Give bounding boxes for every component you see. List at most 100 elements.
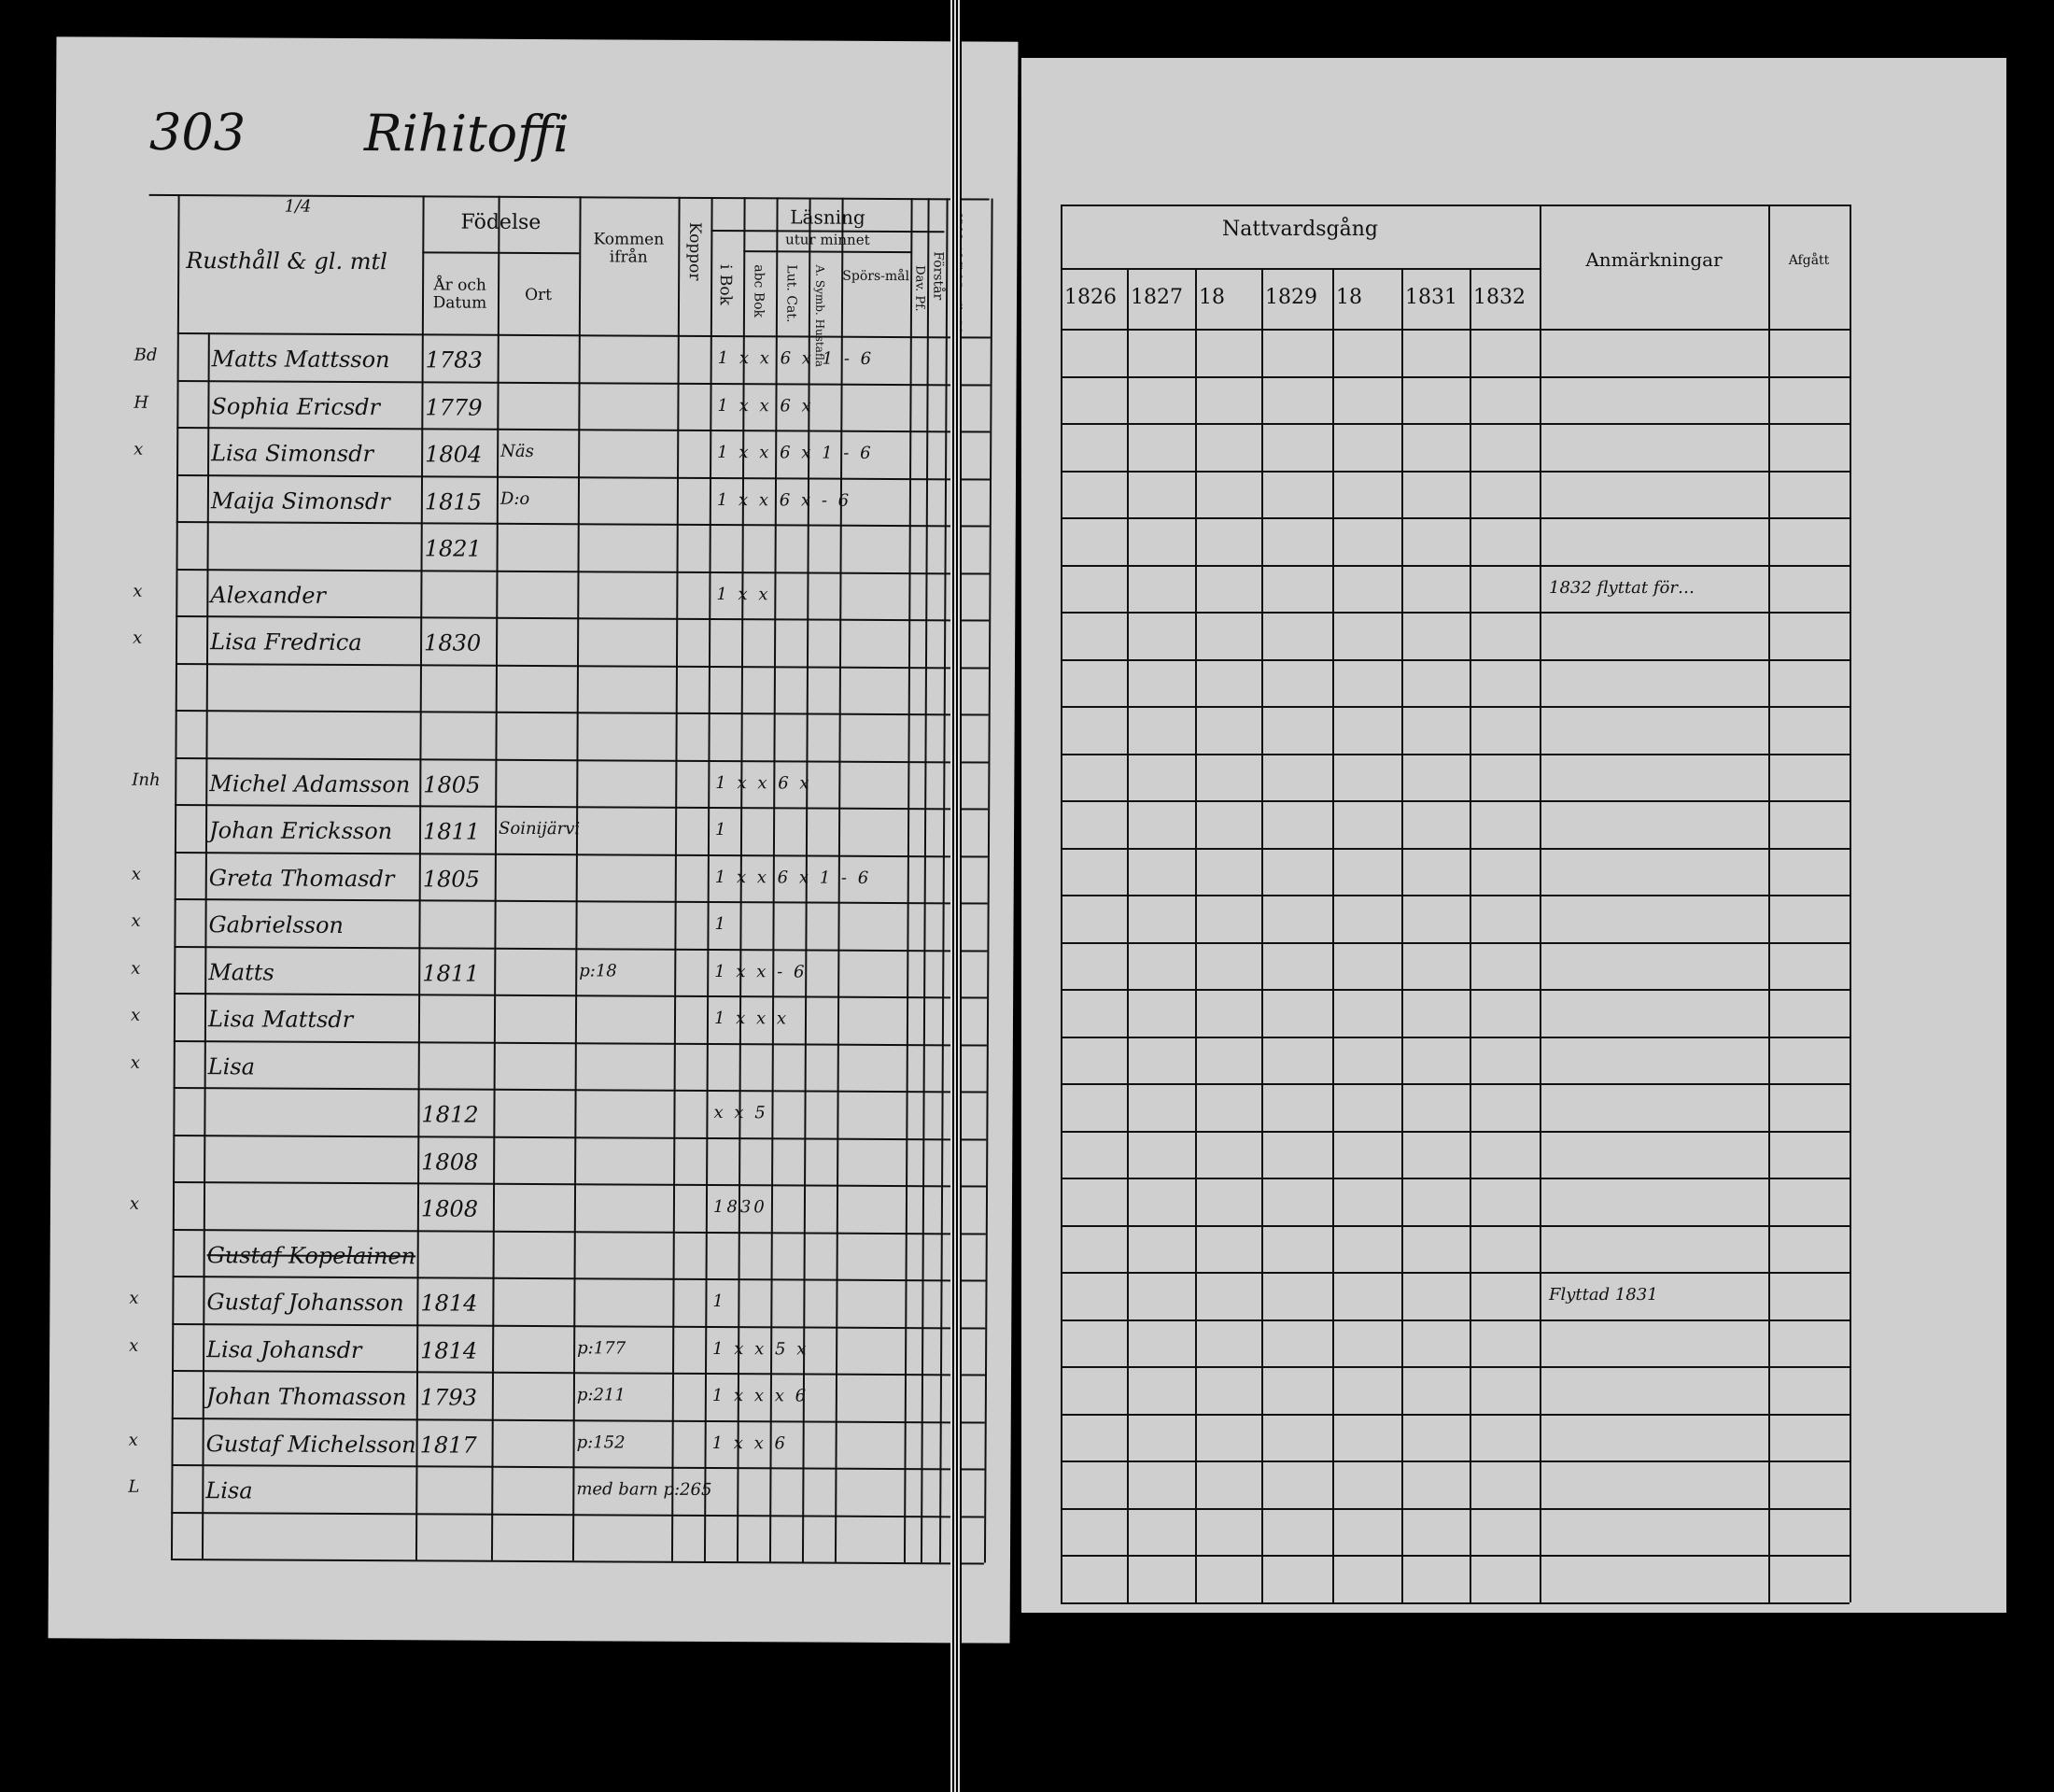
birth-date: 1783 [425, 346, 483, 374]
row-rule [172, 1369, 986, 1376]
row-rule [1061, 1366, 1850, 1368]
reading-marks: 1 x x 6 x [717, 395, 814, 416]
row-rule [173, 1039, 987, 1047]
birth-date: 1805 [422, 865, 480, 893]
row-rule [1061, 1178, 1850, 1179]
row-mark: x [129, 1335, 139, 1356]
person-name: Alexander [210, 581, 327, 609]
row-rule [171, 1463, 985, 1471]
birth-date: 1793 [419, 1384, 478, 1411]
row-rule [1061, 564, 1850, 567]
came-from: p:177 [577, 1337, 626, 1359]
birth-date: 1808 [421, 1148, 479, 1176]
row-rule [173, 1134, 987, 1141]
header-year: 1832 [1473, 286, 1526, 309]
birth-date: 1811 [422, 818, 481, 845]
person-name: Gustaf Johansson [206, 1289, 404, 1317]
row-rule [1061, 753, 1850, 755]
row-rule [1061, 1224, 1850, 1227]
came-from: p:152 [576, 1432, 626, 1453]
row-rule [1061, 423, 1850, 425]
row-rule [1061, 1555, 1850, 1557]
row-rule [1061, 1460, 1850, 1462]
reading-marks: 1 [715, 820, 729, 840]
column-rule [938, 198, 949, 1563]
header-ar-och-datum: År och Datum [432, 275, 487, 313]
table-top-rule [1061, 205, 1850, 206]
column-rule [1261, 268, 1263, 1602]
table-top-rule [148, 193, 990, 201]
row-rule [1061, 1272, 1850, 1274]
birth-date: 1817 [419, 1431, 477, 1459]
birth-date: 1815 [424, 487, 483, 515]
fraction: 1/4 [284, 196, 312, 217]
person-name: Maija Simonsdr [210, 487, 390, 515]
row-rule [1061, 989, 1850, 991]
birth-date: 1814 [420, 1336, 478, 1364]
column-rule [1401, 268, 1403, 1602]
remark: 1832 flyttat för… [1549, 577, 1695, 598]
row-rule [175, 756, 989, 764]
header-abc-bok: abc Bok [751, 264, 767, 318]
row-rule [172, 1228, 986, 1235]
row-rule [1061, 1507, 1850, 1510]
row-rule [175, 803, 989, 811]
birth-place: D:o [499, 488, 530, 509]
birth-place: Soinijärvi [499, 818, 581, 840]
row-rule [173, 1086, 987, 1094]
row-mark: x [131, 958, 141, 979]
birth-date: 1808 [420, 1195, 479, 1222]
person-name: Matts [208, 958, 274, 986]
header-year: 1826 [1064, 286, 1117, 309]
book-gutter [950, 0, 962, 1792]
reading-marks: 1 x x 6 x - 6 [716, 489, 852, 511]
reading-marks: 1 x x 6 [711, 1432, 789, 1453]
row-rule [1061, 706, 1850, 708]
row-rule [1061, 1130, 1850, 1133]
row-rule [171, 1417, 985, 1424]
birth-date: 1821 [424, 535, 482, 562]
reading-marks: 1 x x - 6 [714, 961, 808, 982]
reading-marks: 1 x x 6 x 1 - 6 [717, 443, 874, 463]
row-rule [176, 473, 991, 481]
person-name: Lisa [207, 1052, 256, 1079]
reading-marks: 1 x x [716, 584, 771, 604]
header-lasning: Läsning [790, 205, 865, 229]
person-name: Lisa Mattsdr [207, 1006, 354, 1033]
came-from: p:211 [576, 1385, 626, 1405]
header-afgatt: Afgått [1788, 253, 1830, 268]
reading-marks: 1 x x 6 x 1 - 6 [714, 867, 872, 888]
person-name: Lisa [205, 1477, 253, 1504]
person-name: Johan Thomasson [205, 1383, 407, 1411]
row-rule [1061, 1036, 1850, 1038]
reading-marks: 1 x x 6 x [715, 772, 812, 794]
header-lut-cat: Lut. Cat. [783, 264, 799, 323]
column-rule [1195, 268, 1197, 1602]
person-name: Gustaf Kopelainen [206, 1241, 416, 1269]
row-rule [1061, 941, 1850, 944]
row-mark: x [133, 581, 143, 601]
row-rule [172, 1322, 986, 1330]
row-rule [175, 709, 989, 716]
reading-marks: 1 x x 6 x 1 - 6 [717, 348, 875, 369]
row-mark: x [130, 1005, 141, 1025]
row-rule [1061, 517, 1850, 519]
row-mark: x [128, 1430, 138, 1450]
birth-date: 1812 [421, 1101, 479, 1128]
reading-marks: 1 x x x 6 [711, 1386, 809, 1406]
header-year: 18 [1336, 286, 1362, 309]
header-rule [1061, 329, 1850, 331]
header-year: 18 [1199, 286, 1225, 309]
header-dav-pf: Dav. Pf. [912, 265, 927, 312]
person-name: Gustaf Michelsson [205, 1430, 416, 1458]
birth-date: 1805 [423, 770, 481, 798]
row-rule [174, 945, 988, 952]
row-rule [171, 1511, 985, 1518]
came-from: med barn p:265 [576, 1479, 712, 1501]
row-rule [1061, 1602, 1850, 1604]
row-rule [1061, 847, 1850, 850]
page-number: 303 [148, 102, 246, 162]
row-mark: L [128, 1476, 140, 1497]
column-rule [1540, 205, 1541, 1602]
fodelse-rule [422, 251, 580, 255]
